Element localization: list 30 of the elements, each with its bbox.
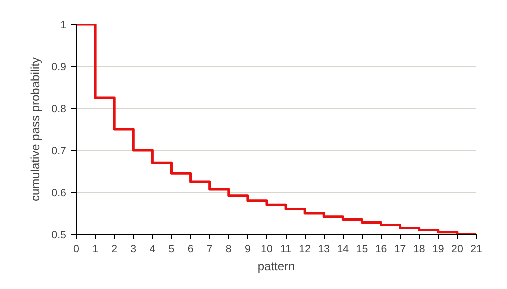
x-tick-label: 19: [432, 244, 444, 256]
x-tick-label: 18: [413, 244, 426, 256]
x-tick-label: 16: [375, 244, 388, 256]
x-tick-label: 3: [130, 244, 137, 256]
x-tick-label: 15: [356, 244, 368, 256]
x-tick-label: 20: [452, 244, 464, 256]
x-tick-label: 7: [206, 244, 213, 256]
x-tick-label: 0: [74, 244, 80, 256]
x-tick-label: 21: [470, 244, 482, 256]
x-tick-label: 4: [150, 244, 156, 256]
x-tick-label: 10: [261, 244, 273, 256]
x-axis-title: pattern: [258, 260, 296, 274]
y-tick-label: 0.9: [52, 62, 67, 74]
y-tick-label: 0.7: [52, 146, 67, 158]
x-tick-label: 8: [226, 244, 232, 256]
y-axis-title: cumulative pass probability: [28, 57, 43, 202]
x-tick-label: 6: [188, 244, 194, 256]
x-tick-label: 5: [168, 244, 175, 256]
x-tick-label: 17: [394, 244, 406, 256]
y-tick-label: 1: [60, 20, 67, 32]
y-tick-label: 0.8: [52, 104, 67, 116]
x-tick-label: 9: [244, 244, 251, 256]
y-tick-label: 0.6: [52, 188, 67, 200]
x-tick-label: 14: [337, 244, 350, 256]
x-tick-label: 12: [299, 244, 312, 256]
x-tick-label: 2: [112, 244, 118, 256]
x-tick-label: 13: [318, 244, 330, 256]
x-tick-label: 11: [280, 244, 292, 256]
y-tick-label: 0.5: [52, 230, 67, 242]
x-tick-label: 1: [92, 244, 99, 256]
